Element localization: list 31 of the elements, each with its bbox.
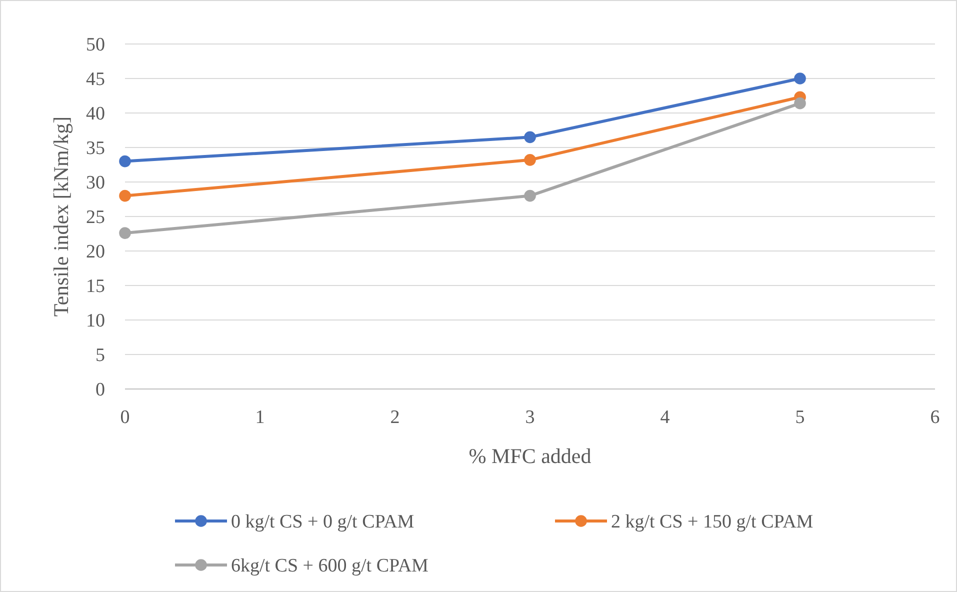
y-tick-label: 5: [96, 345, 105, 366]
y-tick-label: 0: [96, 380, 105, 401]
x-tick-label: 1: [255, 407, 265, 428]
y-tick-label: 45: [86, 69, 105, 90]
legend-label: 0 kg/t CS + 0 g/t CPAM: [231, 512, 414, 533]
x-tick-label: 0: [120, 407, 130, 428]
point: [794, 72, 806, 84]
y-tick-label: 50: [86, 34, 105, 56]
y-tick-label: 10: [86, 310, 105, 332]
x-tick-label: 6: [930, 407, 940, 428]
y-tick-label: 35: [86, 138, 105, 160]
point: [794, 97, 806, 110]
x-tick-label: 4: [660, 407, 670, 428]
point: [524, 154, 536, 166]
point: [524, 190, 536, 202]
y-tick-label: 20: [86, 242, 105, 263]
x-tick-label: 5: [795, 407, 805, 428]
point: [119, 227, 131, 239]
legend-label: 2 kg/t CS + 150 g/t CPAM: [611, 512, 814, 533]
y-tick-label: 15: [86, 276, 105, 298]
point: [524, 131, 536, 144]
x-tick-label: 3: [525, 407, 535, 428]
x-tick-label: 2: [390, 407, 400, 428]
y-axis-title: Tensile index [kNm/kg]: [49, 116, 73, 317]
y-tick-label: 30: [86, 172, 105, 194]
legend-label: 6kg/t CS + 600 g/t CPAM: [231, 556, 429, 577]
y-tick-label: 40: [86, 104, 105, 125]
x-axis-title: % MFC added: [468, 444, 592, 468]
point: [119, 155, 131, 168]
point: [119, 190, 131, 202]
y-tick-label: 25: [86, 207, 105, 228]
